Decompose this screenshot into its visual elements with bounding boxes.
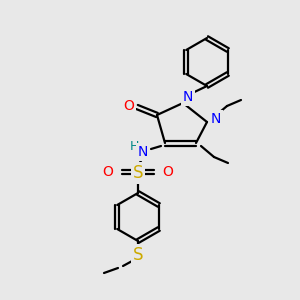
Text: O: O xyxy=(163,165,173,179)
Text: N: N xyxy=(211,112,221,126)
Text: S: S xyxy=(133,246,143,264)
Text: N: N xyxy=(183,90,193,104)
Text: S: S xyxy=(133,164,143,182)
Text: O: O xyxy=(124,99,134,113)
Text: N: N xyxy=(138,145,148,159)
Text: H: H xyxy=(129,140,139,152)
Text: O: O xyxy=(103,165,113,179)
